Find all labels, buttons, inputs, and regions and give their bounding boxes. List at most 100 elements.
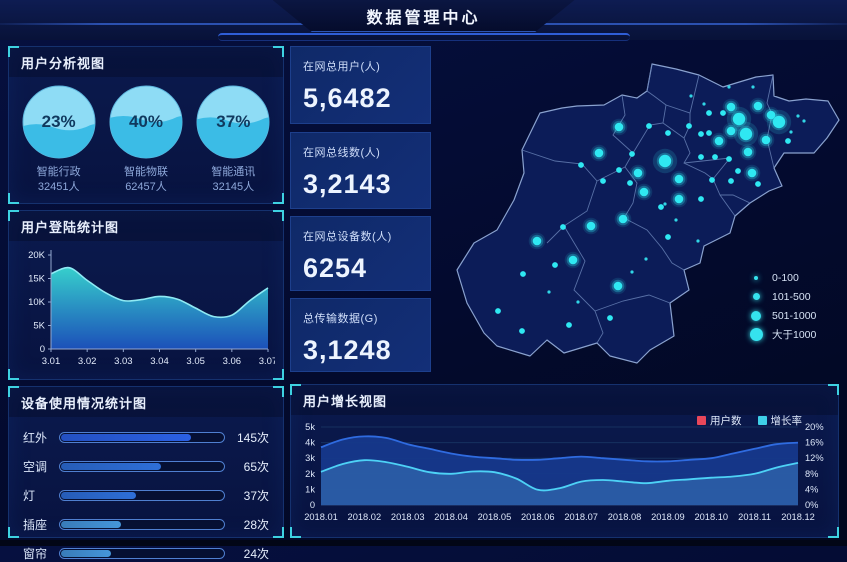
svg-text:0%: 0%: [805, 500, 818, 510]
bar-track: [59, 461, 225, 472]
svg-text:20%: 20%: [805, 422, 824, 432]
device-usage-row: 插座 28次: [23, 516, 269, 533]
panel-title: 用户登陆统计图: [9, 211, 283, 241]
stat-label: 在网总用户(人): [303, 61, 381, 73]
bar-fill: [61, 434, 191, 441]
panel-login-stats: 用户登陆统计图 0 5K 10K 15K 20K 3.01 3.02 3.03 3.04 3.05…: [8, 210, 284, 380]
title-plate: 数据管理中心: [272, 0, 575, 32]
corner-decoration: [8, 386, 19, 397]
bar-value: 65次: [243, 460, 269, 474]
device-usage-row: 灯 37次: [23, 487, 269, 504]
panel-user-analysis: 用户分析视图 23% 智能行政 32451人 40% 智能物联 62457人: [8, 46, 284, 204]
gauge-percent: 40%: [128, 112, 163, 131]
svg-text:0: 0: [310, 500, 315, 510]
svg-text:2018.01: 2018.01: [304, 512, 338, 522]
liquid-gauge: 37% 智能通讯 32145人: [191, 85, 275, 196]
svg-text:20K: 20K: [28, 250, 46, 261]
svg-text:15K: 15K: [28, 274, 46, 285]
svg-text:10K: 10K: [28, 297, 46, 308]
panel-device-usage: 设备使用情况统计图 红外 145次 空调 65次 灯 37次 插座 28次 窗帘…: [8, 386, 284, 561]
corner-decoration: [273, 527, 284, 538]
stat-label: 总传输数据(G): [303, 313, 378, 325]
panel-title: 用户分析视图: [9, 47, 283, 77]
liquid-gauge-row: 23% 智能行政 32451人 40% 智能物联 62457人 37%: [9, 77, 283, 196]
bar-value: 145次: [236, 431, 269, 445]
gauge-count: 32145人: [212, 181, 255, 194]
corner-decoration: [273, 193, 284, 204]
panel-user-growth: 用户增长视图 用户数 增长率 0 1k 2k 3k 4k 5k 0% 4% 8% 12% 16% 20…: [290, 384, 839, 538]
svg-text:3.02: 3.02: [78, 356, 97, 367]
svg-text:12%: 12%: [805, 453, 824, 463]
svg-text:5k: 5k: [305, 422, 315, 432]
svg-text:3.03: 3.03: [114, 356, 133, 367]
svg-text:2018.10: 2018.10: [694, 512, 728, 522]
corner-decoration: [273, 46, 284, 57]
svg-text:2018.02: 2018.02: [348, 512, 382, 522]
svg-text:2k: 2k: [305, 469, 315, 479]
svg-text:2018.04: 2018.04: [434, 512, 468, 522]
legend-label: 大于1000: [772, 329, 817, 341]
device-usage-row: 窗帘 24次: [23, 545, 269, 562]
gauge-count: 32451人: [37, 181, 80, 194]
corner-decoration: [828, 527, 839, 538]
svg-text:4k: 4k: [305, 438, 315, 448]
corner-decoration: [8, 527, 19, 538]
bar-value: 28次: [243, 518, 269, 532]
region-map: [436, 44, 847, 380]
corner-decoration: [273, 210, 284, 221]
corner-decoration: [8, 46, 19, 57]
stat-value: 5,6482: [303, 83, 392, 113]
legend-item: 用户数: [697, 413, 742, 428]
corner-decoration: [273, 369, 284, 380]
bar-track: [59, 519, 225, 530]
growth-legend: 用户数 增长率: [697, 413, 802, 428]
svg-text:2018.08: 2018.08: [608, 512, 642, 522]
svg-text:2018.09: 2018.09: [651, 512, 685, 522]
svg-text:2018.06: 2018.06: [521, 512, 555, 522]
svg-text:3.05: 3.05: [186, 356, 205, 367]
legend-dot-small: [754, 275, 758, 280]
svg-text:2018.05: 2018.05: [478, 512, 512, 522]
liquid-gauge-chart: [22, 85, 96, 159]
corner-decoration: [290, 527, 301, 538]
svg-text:1k: 1k: [305, 484, 315, 494]
panel-title: 设备使用情况统计图: [9, 387, 283, 417]
svg-text:16%: 16%: [805, 438, 824, 448]
legend-swatch-users: [697, 416, 706, 425]
bar-fill: [61, 492, 136, 499]
svg-text:3k: 3k: [305, 453, 315, 463]
gauge-category: 智能通讯: [211, 166, 256, 178]
device-usage-row: 红外 145次: [23, 429, 269, 446]
corner-decoration: [273, 386, 284, 397]
bar-label: 空调: [23, 460, 48, 474]
corner-decoration: [8, 369, 19, 380]
device-usage-row: 空调 65次: [23, 458, 269, 475]
liquid-gauge: 23% 智能行政 32451人: [17, 85, 101, 196]
svg-text:0: 0: [40, 344, 45, 355]
stat-label: 在网总线数(人): [303, 147, 381, 159]
legend-dot-large: [751, 310, 761, 321]
liquid-gauge-chart: [109, 85, 183, 159]
svg-text:3.01: 3.01: [42, 356, 61, 367]
bar-label: 红外: [23, 431, 48, 445]
svg-text:4%: 4%: [805, 484, 818, 494]
page-header: 数据管理中心: [0, 0, 847, 41]
legend-item: 501-1000: [748, 306, 816, 325]
stat-value: 3,1248: [303, 335, 392, 365]
stat-card-total-users: 在网总用户(人) 5,6482: [290, 46, 431, 124]
bar-value: 37次: [243, 489, 269, 503]
legend-item: 101-500: [748, 287, 816, 306]
legend-label: 0-100: [772, 271, 799, 284]
growth-area-chart: 0 1k 2k 3k 4k 5k 0% 4% 8% 12% 16% 20% 2018.01 2018.02…: [304, 422, 824, 522]
map-legend: 0-100 101-500 501-1000 大于1000: [748, 268, 816, 344]
legend-label: 增长率: [770, 415, 803, 427]
legend-label: 501-1000: [772, 309, 817, 322]
legend-swatch-rate: [757, 416, 767, 425]
svg-text:3.04: 3.04: [150, 356, 169, 367]
gauge-count: 62457人: [125, 181, 167, 194]
corner-decoration: [290, 384, 301, 395]
svg-text:2018.03: 2018.03: [391, 512, 425, 522]
bottom-strip-decoration: [0, 540, 847, 546]
legend-label: 101-500: [772, 290, 811, 303]
bar-label: 灯: [23, 489, 36, 503]
